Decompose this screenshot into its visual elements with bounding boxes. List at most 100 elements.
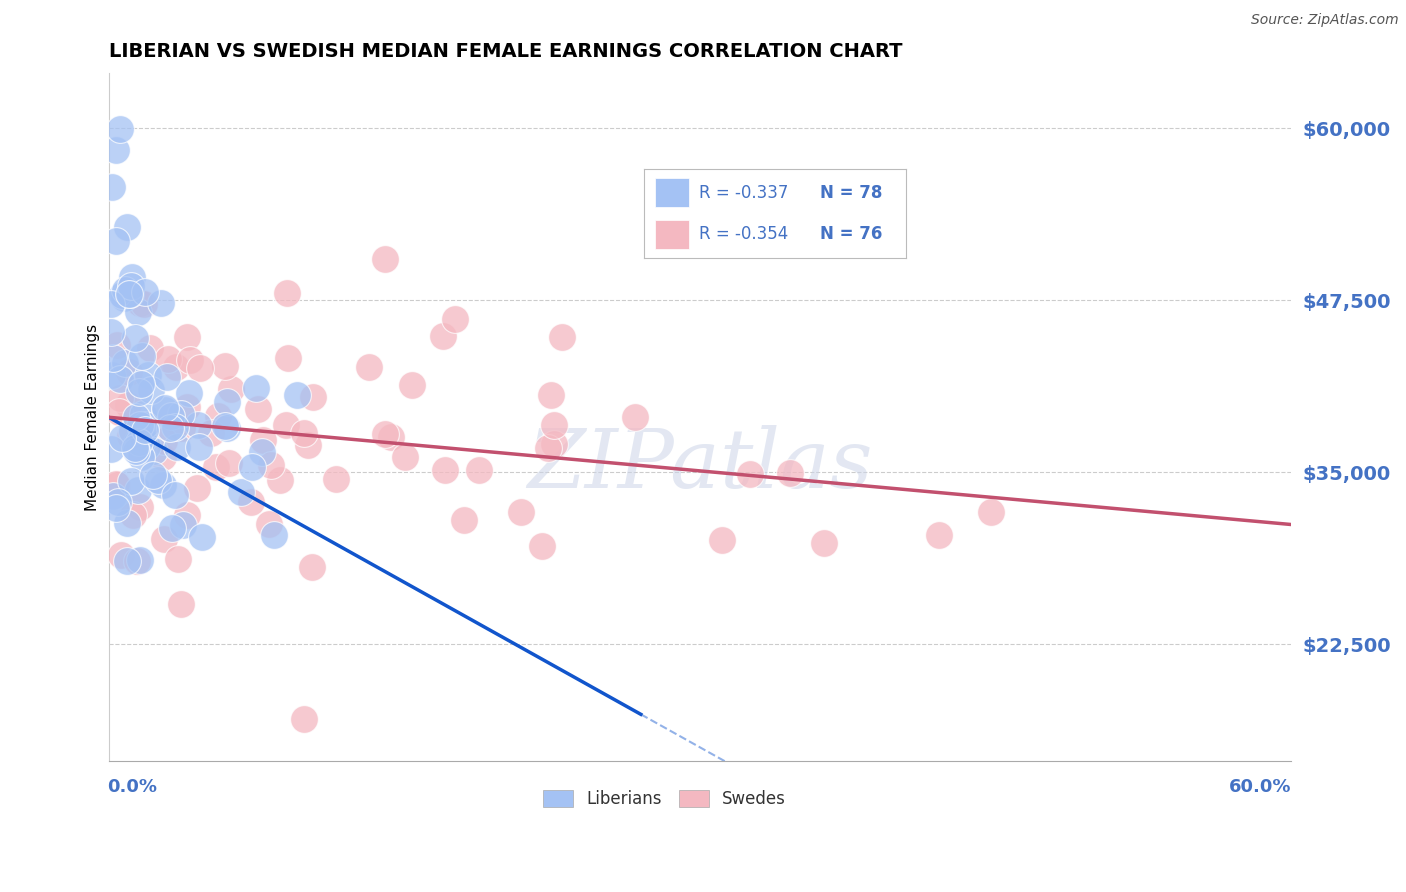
Point [156, 352, 179, 367]
Point [134, 423, 156, 437]
FancyBboxPatch shape [655, 178, 689, 207]
Point [108, 405, 131, 419]
Point [207, 409, 229, 423]
Point [259, 516, 281, 531]
Point [188, 441, 211, 455]
Point [380, 430, 402, 444]
Point [117, 397, 139, 411]
Point [124, 409, 146, 424]
Point [125, 435, 148, 450]
Point [150, 296, 173, 310]
Point [537, 441, 560, 455]
Point [167, 551, 190, 566]
Point [101, 368, 124, 382]
Point [129, 552, 152, 566]
Point [374, 427, 396, 442]
Text: N = 76: N = 76 [820, 226, 882, 244]
Point [177, 385, 200, 400]
Point [105, 478, 128, 492]
Point [122, 508, 145, 523]
Point [165, 420, 187, 434]
Point [155, 401, 177, 415]
Point [325, 472, 347, 486]
Point [139, 383, 162, 397]
Point [148, 473, 170, 487]
Point [120, 278, 142, 293]
Point [138, 341, 160, 355]
Point [252, 433, 274, 447]
Point [229, 485, 252, 500]
Point [170, 407, 193, 421]
Point [153, 402, 176, 417]
Point [357, 360, 380, 375]
Point [121, 270, 143, 285]
Point [394, 450, 416, 464]
Point [128, 385, 150, 400]
Point [467, 463, 489, 477]
Point [710, 533, 733, 548]
Y-axis label: Median Female Earnings: Median Female Earnings [86, 324, 100, 511]
Point [301, 560, 323, 574]
Point [980, 505, 1002, 519]
Point [738, 467, 761, 481]
Point [285, 388, 308, 402]
Point [260, 458, 283, 472]
Point [188, 361, 211, 376]
Point [129, 450, 152, 464]
Point [215, 395, 238, 409]
Point [112, 292, 135, 306]
Point [132, 408, 155, 422]
Point [114, 284, 136, 298]
Point [124, 441, 146, 455]
Point [127, 554, 149, 568]
Text: 60.0%: 60.0% [1229, 778, 1291, 796]
Point [205, 459, 228, 474]
Point [176, 508, 198, 522]
Point [779, 466, 801, 480]
Text: R = -0.337: R = -0.337 [699, 184, 789, 202]
Point [297, 437, 319, 451]
Point [246, 401, 269, 416]
Point [132, 432, 155, 446]
Point [453, 513, 475, 527]
Point [214, 418, 236, 433]
Point [142, 467, 165, 482]
Point [103, 351, 125, 365]
Point [104, 501, 127, 516]
Point [510, 505, 533, 519]
Point [219, 382, 242, 396]
Point [401, 378, 423, 392]
Point [160, 409, 183, 423]
Point [115, 220, 138, 235]
Point [118, 365, 141, 379]
Point [176, 400, 198, 414]
Point [134, 285, 156, 299]
Text: ZIPatlas: ZIPatlas [527, 425, 873, 506]
Point [250, 445, 273, 459]
Point [292, 712, 315, 726]
Point [134, 417, 156, 432]
Point [269, 473, 291, 487]
Point [159, 420, 181, 434]
Point [131, 377, 153, 392]
Point [104, 235, 127, 249]
Point [179, 352, 201, 367]
Point [134, 297, 156, 311]
Point [245, 381, 267, 395]
Text: R = -0.354: R = -0.354 [699, 226, 789, 244]
Point [111, 431, 134, 445]
Point [121, 424, 143, 438]
Point [543, 437, 565, 451]
Point [374, 252, 396, 266]
Point [276, 286, 298, 301]
Point [624, 410, 647, 425]
Point [170, 421, 193, 435]
Point [160, 521, 183, 535]
Point [276, 417, 298, 432]
Point [240, 460, 263, 475]
Point [239, 495, 262, 509]
Point [132, 438, 155, 452]
Text: 0.0%: 0.0% [107, 778, 156, 796]
Point [128, 418, 150, 433]
Point [101, 489, 124, 503]
